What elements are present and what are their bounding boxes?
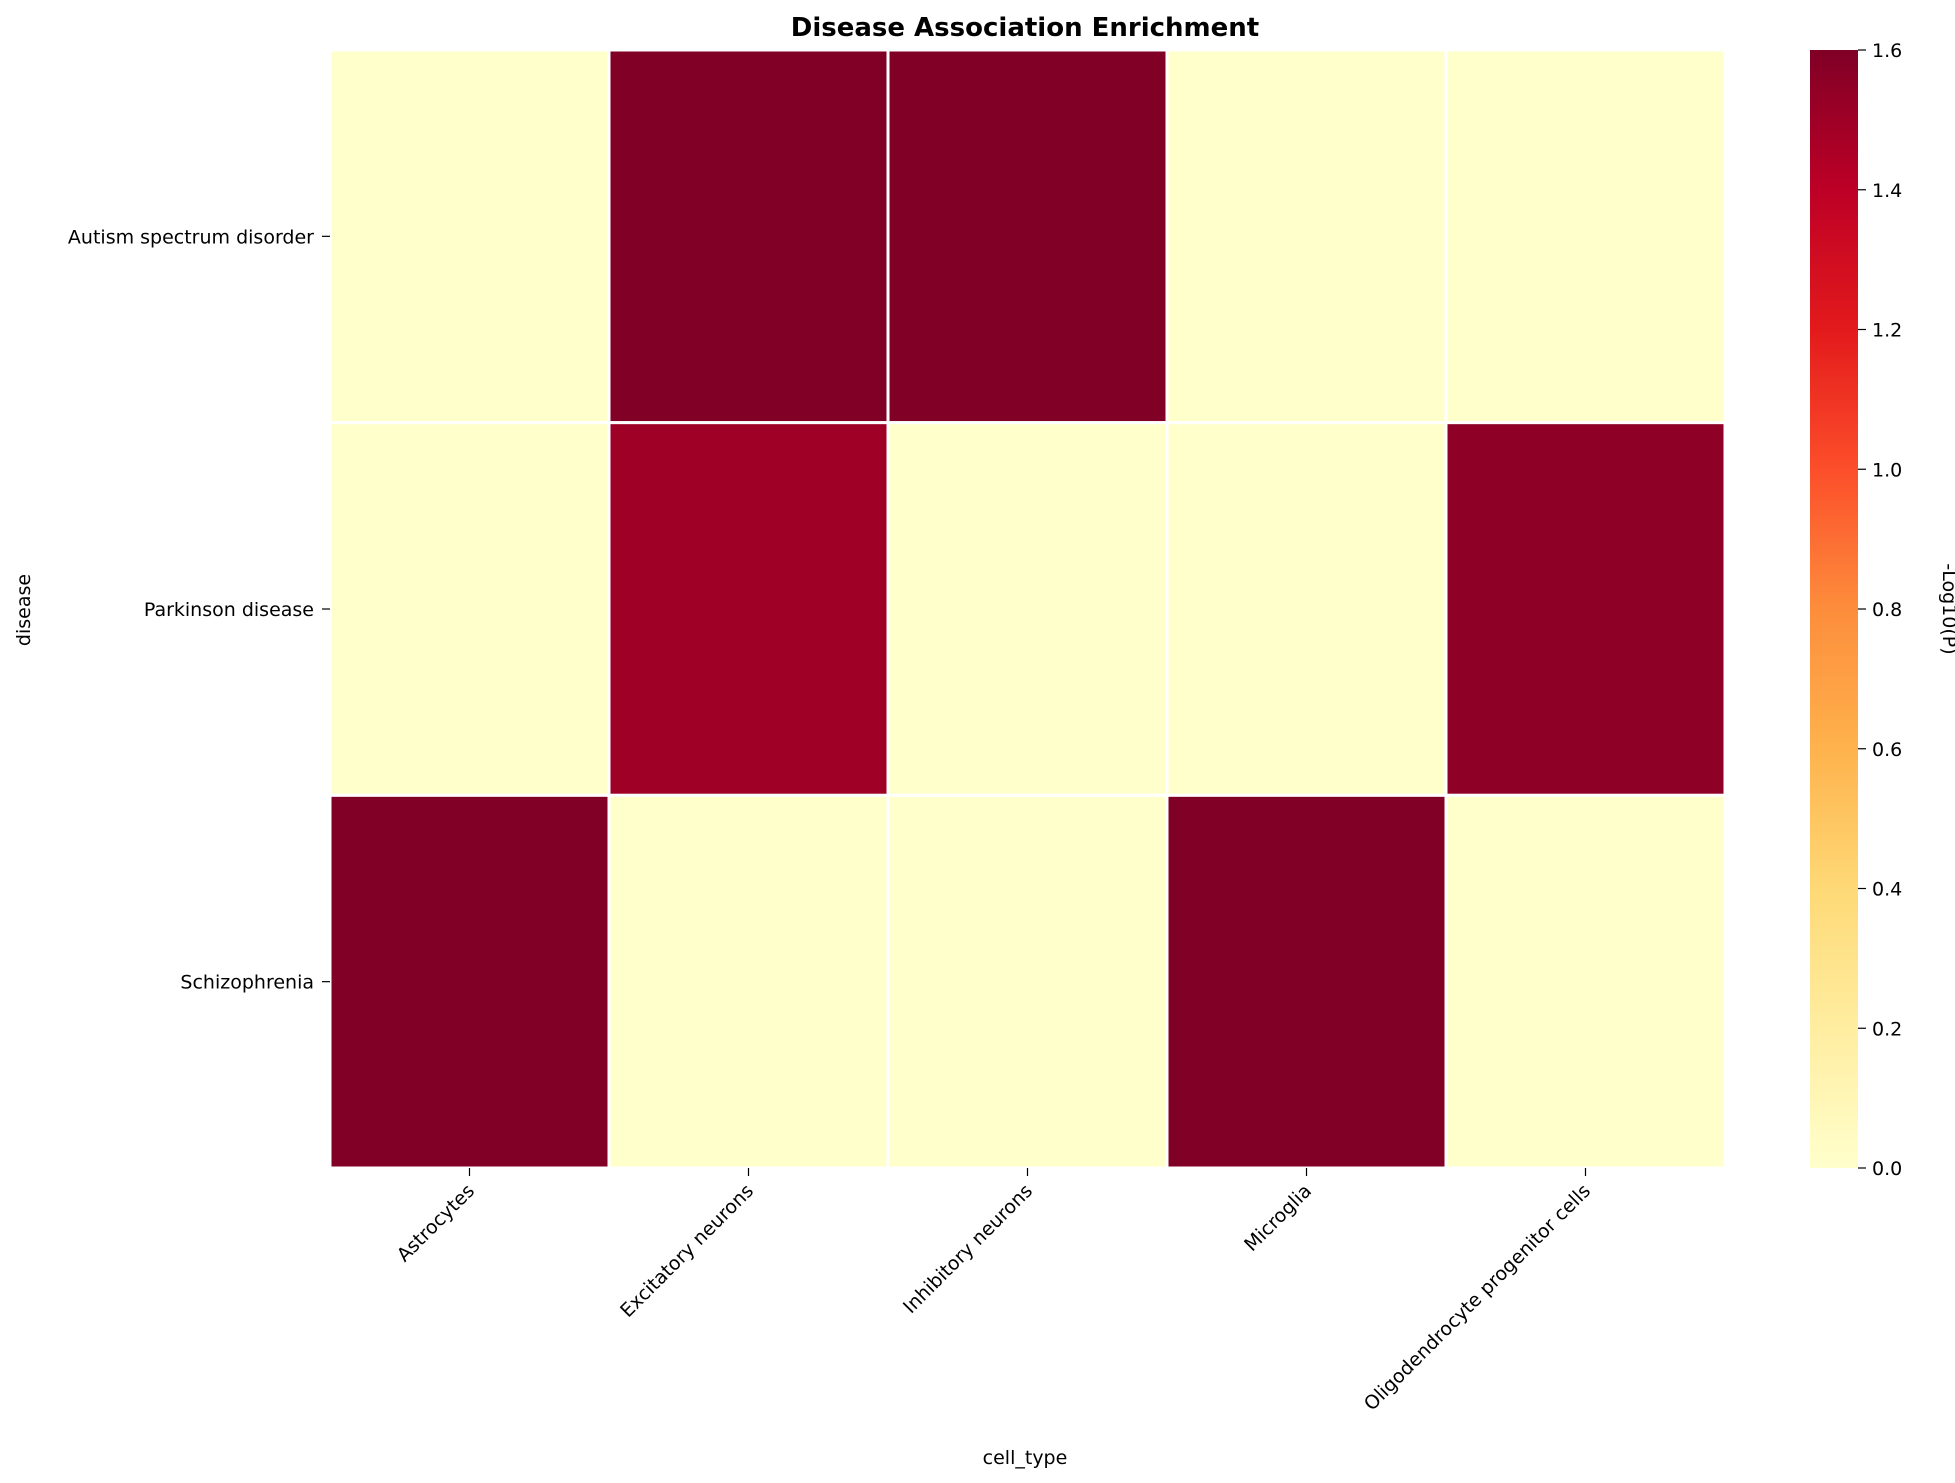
heatmap-cell-autism-spectrum-disorder-inhibitory-neurons	[886, 48, 1169, 425]
colorbar-tick-label: 0.2	[1872, 1018, 1902, 1040]
heatmap-cell-parkinson-disease-microglia	[1165, 421, 1448, 797]
colorbar-ticks: 0.0 0.2 0.4 0.6 0.8 1.0 1.2 1.4 1.6	[1858, 40, 1902, 1180]
heatmap-cell-autism-spectrum-disorder-microglia	[1165, 48, 1448, 425]
y-tick-label: Autism spectrum disorder	[68, 226, 314, 248]
x-axis-label: cell_type	[983, 1447, 1068, 1469]
heatmap-cell-parkinson-disease-oligodendrocyte-progenitor-cells	[1444, 421, 1727, 797]
heatmap-cell-autism-spectrum-disorder-oligodendrocyte-progenitor-cells	[1444, 48, 1727, 425]
x-tick-label: Oligodendrocyte progenitor cells	[1360, 1180, 1595, 1415]
colorbar-tick-label: 0.4	[1872, 879, 1902, 901]
colorbar: 0.0 0.2 0.4 0.6 0.8 1.0 1.2 1.4 1.6 -Log10(P)	[1810, 40, 1955, 1180]
colorbar-tick-label: 1.4	[1872, 180, 1902, 202]
heatmap-cells	[328, 48, 1727, 1170]
y-axis-ticks: Autism spectrum disorder Parkinson diseas…	[68, 226, 330, 994]
heatmap-cell-autism-spectrum-disorder-astrocytes	[328, 48, 611, 425]
heatmap-cell-schizophrenia-oligodendrocyte-progenitor-cells	[1444, 793, 1727, 1170]
y-tick-label: Parkinson disease	[144, 599, 314, 621]
x-tick-label: Excitatory neurons	[616, 1180, 758, 1322]
colorbar-gradient	[1810, 50, 1858, 1168]
heatmap-cell-autism-spectrum-disorder-excitatory-neurons	[607, 48, 890, 425]
y-tick-label: Schizophrenia	[180, 972, 314, 994]
colorbar-tick-label: 0.8	[1872, 599, 1902, 621]
colorbar-tick-label: 0.6	[1872, 739, 1902, 761]
x-axis-ticks: Astrocytes Excitatory neurons Inhibitory n…	[393, 1168, 1595, 1415]
heatmap-cell-parkinson-disease-excitatory-neurons	[607, 421, 890, 797]
colorbar-tick-label: 1.6	[1872, 40, 1902, 62]
heatmap-cell-schizophrenia-inhibitory-neurons	[886, 793, 1169, 1170]
heatmap-cell-schizophrenia-excitatory-neurons	[607, 793, 890, 1170]
heatmap-cell-parkinson-disease-inhibitory-neurons	[886, 421, 1169, 797]
colorbar-tick-label: 0.0	[1872, 1158, 1902, 1180]
heatmap-cell-schizophrenia-astrocytes	[328, 793, 611, 1170]
colorbar-tick-label: 1.0	[1872, 459, 1902, 481]
heatmap-cell-parkinson-disease-astrocytes	[328, 421, 611, 797]
heatmap-cell-schizophrenia-microglia	[1165, 793, 1448, 1170]
colorbar-tick-label: 1.2	[1872, 320, 1902, 342]
x-tick-label: Astrocytes	[393, 1180, 479, 1266]
x-tick-label: Inhibitory neurons	[899, 1180, 1037, 1318]
x-tick-label: Microglia	[1240, 1180, 1316, 1256]
y-axis-label: disease	[13, 574, 35, 646]
chart-title: Disease Association Enrichment	[791, 13, 1259, 43]
colorbar-label: -Log10(P)	[1938, 563, 1955, 654]
